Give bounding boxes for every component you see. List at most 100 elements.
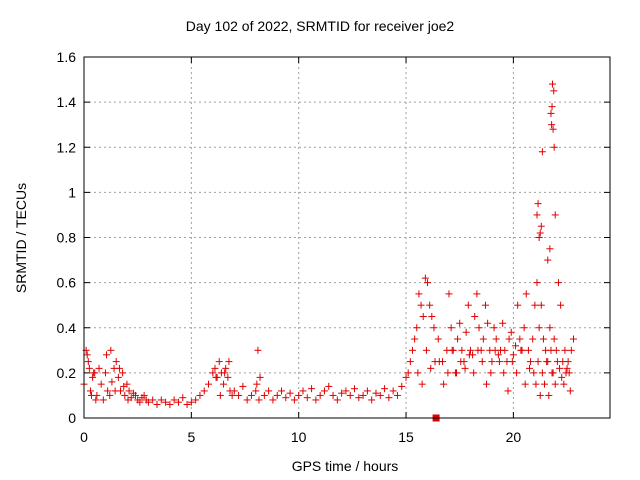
data-point xyxy=(550,143,558,151)
data-point xyxy=(550,87,558,95)
data-point xyxy=(393,391,401,399)
data-point xyxy=(549,369,557,377)
data-point xyxy=(376,391,384,399)
data-point xyxy=(120,382,128,390)
y-tick-label: 1.4 xyxy=(57,94,77,110)
data-point xyxy=(456,319,464,327)
data-point xyxy=(255,396,263,404)
data-point xyxy=(427,364,435,372)
data-point xyxy=(524,346,532,354)
data-point xyxy=(448,346,456,354)
data-point xyxy=(543,358,551,366)
data-point xyxy=(179,394,187,402)
data-point xyxy=(440,380,448,388)
data-point xyxy=(567,346,575,354)
data-point xyxy=(512,342,520,350)
data-point xyxy=(534,200,542,208)
data-point xyxy=(445,290,453,298)
data-point xyxy=(522,290,530,298)
data-point xyxy=(514,301,522,309)
data-point xyxy=(558,373,566,381)
data-point xyxy=(295,391,303,399)
data-point xyxy=(228,391,236,399)
data-point xyxy=(551,211,559,219)
data-point xyxy=(196,391,204,399)
data-point xyxy=(312,396,320,404)
data-point xyxy=(413,324,421,332)
data-point xyxy=(415,290,423,298)
data-point xyxy=(404,369,412,377)
chart-title: Day 102 of 2022, SRMTID for receiver joe… xyxy=(185,18,455,34)
data-point xyxy=(475,324,483,332)
data-point xyxy=(461,364,469,372)
data-point xyxy=(368,396,376,404)
data-point xyxy=(265,387,273,395)
data-point xyxy=(517,346,525,354)
y-tick-label: 0.4 xyxy=(57,320,77,336)
data-point xyxy=(470,369,478,377)
data-point xyxy=(282,394,290,402)
data-point xyxy=(452,369,460,377)
data-point xyxy=(103,351,111,359)
data-point xyxy=(435,358,443,366)
data-point xyxy=(491,346,499,354)
data-point xyxy=(286,389,294,397)
data-point xyxy=(406,358,414,366)
data-point xyxy=(516,335,524,343)
data-point xyxy=(421,274,429,282)
data-point xyxy=(505,335,513,343)
data-point xyxy=(458,346,466,354)
data-point xyxy=(501,346,509,354)
x-tick-label: 0 xyxy=(80,429,88,445)
data-point xyxy=(473,290,481,298)
data-point xyxy=(561,346,569,354)
data-point xyxy=(253,380,261,388)
data-point xyxy=(548,103,556,111)
data-point xyxy=(338,389,346,397)
y-tick-label: 0.6 xyxy=(57,275,77,291)
data-point xyxy=(419,312,427,320)
data-point xyxy=(170,396,178,404)
data-point xyxy=(557,301,565,309)
data-point xyxy=(101,369,109,377)
data-point xyxy=(92,396,100,404)
data-point xyxy=(562,369,570,377)
data-point xyxy=(389,387,397,395)
data-point xyxy=(553,358,561,366)
data-point xyxy=(95,364,103,372)
data-point xyxy=(428,312,436,320)
data-point xyxy=(546,245,554,253)
data-point xyxy=(570,335,578,343)
data-point xyxy=(273,391,281,399)
data-point xyxy=(554,279,562,287)
data-point xyxy=(299,387,307,395)
data-point xyxy=(84,358,92,366)
data-point xyxy=(239,382,247,390)
data-point xyxy=(86,387,94,395)
x-tick-label: 5 xyxy=(187,429,195,445)
data-point xyxy=(536,229,544,237)
y-tick-label: 0 xyxy=(68,410,76,426)
data-point xyxy=(488,358,496,366)
data-point xyxy=(530,369,538,377)
data-point xyxy=(187,398,195,406)
data-point xyxy=(544,256,552,264)
data-point xyxy=(106,391,114,399)
data-point xyxy=(346,391,354,399)
data-point xyxy=(385,394,393,402)
data-point xyxy=(508,358,516,366)
data-point xyxy=(162,398,170,406)
data-point xyxy=(537,301,545,309)
data-point xyxy=(483,380,491,388)
data-point xyxy=(534,358,542,366)
data-point xyxy=(550,335,558,343)
data-point xyxy=(243,396,251,404)
data-point xyxy=(342,387,350,395)
data-point xyxy=(222,364,230,372)
data-point xyxy=(329,391,337,399)
data-point xyxy=(531,301,539,309)
data-point xyxy=(205,380,213,388)
data-point xyxy=(444,369,452,377)
data-point xyxy=(551,380,559,388)
data-point xyxy=(252,387,260,395)
